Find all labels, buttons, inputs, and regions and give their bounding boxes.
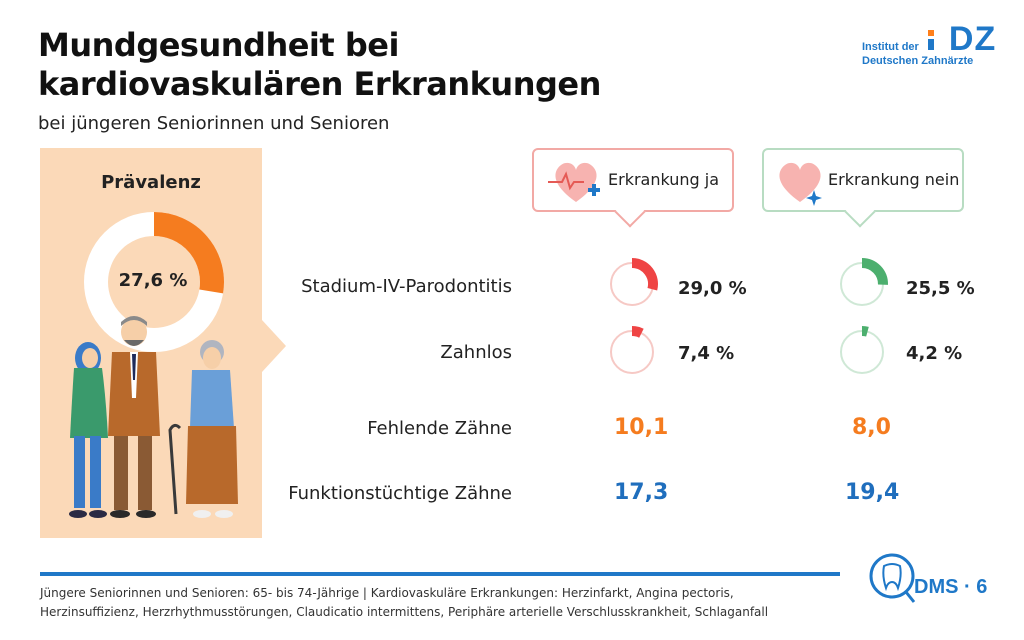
donut-zahnlos-yes-segment bbox=[631, 326, 644, 338]
prevalence-donut-segment bbox=[153, 212, 224, 294]
row-label-zahnlos: Zahnlos bbox=[440, 342, 512, 363]
value-funktionstuechtige-zaehne-yes: 17,3 bbox=[614, 480, 669, 505]
title-line-1: Mundgesundheit bei bbox=[38, 26, 399, 64]
title-line-2: kardiovaskulären Erkrankungen bbox=[38, 65, 601, 103]
donut-zahnlos-yes-track bbox=[610, 330, 654, 374]
heart-sparkle-icon bbox=[779, 162, 822, 206]
value-zahnlos-yes: 7,4 % bbox=[678, 343, 735, 364]
prevalence-title: Prävalenz bbox=[101, 172, 201, 193]
value-fehlende-zaehne-no: 8,0 bbox=[852, 415, 891, 440]
row-label-funktionstuechtige-zaehne: Funktionstüchtige Zähne bbox=[288, 483, 512, 504]
value-fehlende-zaehne-yes: 10,1 bbox=[614, 415, 669, 440]
footnote: Jüngere Seniorinnen und Senioren: 65- bi… bbox=[40, 586, 769, 619]
woman-cane-figure bbox=[168, 340, 238, 518]
prevalence-panel-pointer bbox=[262, 320, 286, 372]
dms6-logo-text: DMS · 6 bbox=[914, 576, 988, 598]
donut-parodontitis-yes bbox=[610, 258, 658, 306]
value-funktionstuechtige-zaehne-no: 19,4 bbox=[845, 480, 900, 505]
donut-parodontitis-yes-segment bbox=[631, 258, 658, 291]
page-subtitle: bei jüngeren Seniorinnen und Senioren bbox=[38, 113, 390, 134]
group-card-disease-no: Erkrankung nein bbox=[762, 148, 964, 212]
value-parodontitis-no: 25,5 % bbox=[906, 278, 975, 299]
idz-logo: Institut der Deutschen Zahnärzte DZ bbox=[862, 20, 995, 72]
idz-logo-text: Institut der Deutschen Zahnärzte bbox=[862, 40, 973, 68]
page-title: Mundgesundheit bei kardiovaskulären Erkr… bbox=[38, 26, 601, 104]
donut-zahnlos-no bbox=[840, 326, 884, 374]
tooth-magnifier-icon bbox=[869, 553, 916, 603]
idz-logo-line2: Deutschen Zahnärzte bbox=[862, 55, 974, 67]
idz-logo-mark: DZ bbox=[928, 20, 997, 58]
seniors-illustration bbox=[69, 316, 238, 518]
group-label-disease-yes: Erkrankung ja bbox=[608, 170, 720, 189]
idz-logo-accent-orange bbox=[928, 30, 934, 36]
group-label-disease-no: Erkrankung nein bbox=[828, 170, 960, 189]
idz-logo-accent-blue bbox=[928, 39, 934, 50]
footer-divider bbox=[40, 572, 840, 576]
man-beard-figure bbox=[108, 316, 160, 518]
value-zahnlos-no: 4,2 % bbox=[906, 343, 963, 364]
row-label-fehlende-zaehne: Fehlende Zähne bbox=[367, 418, 512, 439]
dms6-logo: DMS · 6 bbox=[868, 546, 988, 610]
donut-zahnlos-no-track bbox=[840, 330, 884, 374]
prevalence-value: 27,6 % bbox=[118, 270, 188, 291]
donut-parodontitis-no-segment bbox=[861, 258, 888, 285]
donut-zahnlos-no-segment bbox=[861, 326, 869, 337]
heart-plus-icon bbox=[548, 162, 600, 202]
donut-parodontitis-no bbox=[840, 258, 888, 306]
idz-logo-line1: Institut der bbox=[862, 41, 919, 53]
donut-zahnlos-yes bbox=[610, 326, 654, 374]
woman-headscarf-figure bbox=[69, 342, 108, 518]
row-label-parodontitis: Stadium-IV-Parodontitis bbox=[301, 276, 512, 297]
value-parodontitis-yes: 29,0 % bbox=[678, 278, 747, 299]
prevalence-donut bbox=[84, 212, 224, 352]
